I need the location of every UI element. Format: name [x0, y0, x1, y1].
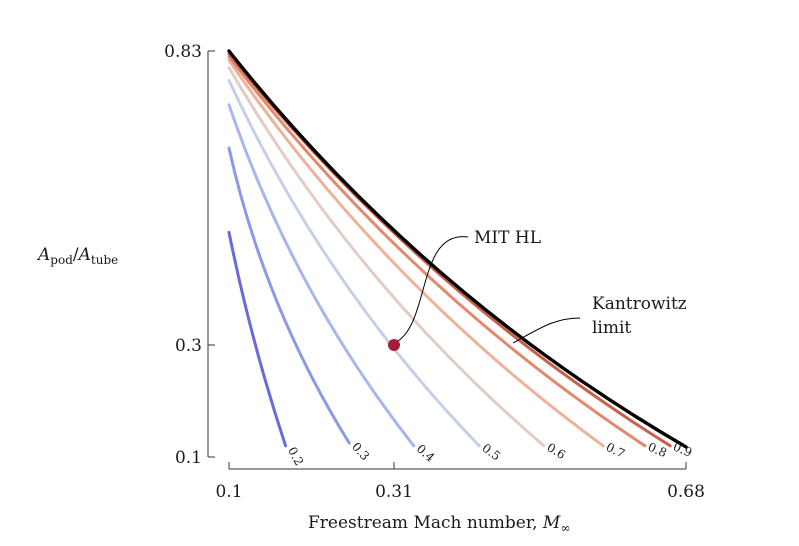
x-tick-label: 0.68	[667, 482, 705, 502]
y-axis-label: Apod/Atube	[36, 245, 118, 267]
x-axis-label-main: Freestream Mach number,	[308, 513, 543, 533]
series-line-0.3	[227, 146, 351, 445]
series-line-0.4	[227, 103, 416, 448]
series-label-0.8: 0.8	[646, 440, 669, 460]
mit-hl-point	[388, 339, 400, 351]
series-label-0.9: 0.9	[671, 440, 694, 460]
kantrowitz-label-line1: Kantrowitz	[592, 294, 687, 314]
series-label-0.4: 0.4	[414, 442, 438, 465]
y-axis-label-s1: pod	[50, 253, 73, 267]
annotations: MIT HL Kantrowitz limit	[397, 228, 687, 344]
x-axis-label-symbol: M	[542, 513, 561, 533]
kantrowitz-label-line2: limit	[592, 318, 631, 338]
series-label-0.5: 0.5	[479, 441, 503, 464]
series-line-0.8	[227, 55, 647, 448]
x-axis-label-sub: ∞	[560, 521, 570, 535]
y-axis-label-s2: tube	[91, 253, 118, 267]
series-line-0.9	[227, 52, 672, 448]
y-axis-label-slash: /	[73, 245, 79, 265]
curve-labels: 0.2 0.3 0.4 0.5 0.6 0.7 0.8 0.9	[285, 440, 694, 468]
kantrowitz-leader	[512, 317, 581, 344]
series-line-0.2	[227, 230, 288, 448]
series-label-0.6: 0.6	[544, 440, 568, 462]
series-label-0.3: 0.3	[349, 440, 372, 464]
y-axis-label-a2: A	[77, 245, 91, 265]
series-label-0.7: 0.7	[604, 440, 627, 461]
series-line-0.6	[227, 66, 546, 448]
curves	[227, 49, 688, 449]
y-tick-label: 0.3	[175, 336, 202, 356]
y-tick-label: 0.1	[175, 448, 202, 468]
y-axis-label-a1: A	[36, 245, 50, 265]
x-axis-label: Freestream Mach number, M∞	[308, 513, 570, 535]
series-line-0.7	[227, 58, 605, 448]
y-tick-label: 0.83	[164, 42, 202, 62]
axes: 0.83 0.3 0.1 0.1 0.31 0.68	[164, 42, 705, 502]
series-line-0.5	[227, 78, 481, 448]
x-tick-label: 0.31	[375, 482, 413, 502]
series-label-0.2: 0.2	[285, 445, 306, 468]
kantrowitz-limit-line	[227, 49, 688, 449]
mit-hl-label: MIT HL	[474, 228, 541, 248]
mit-hl-leader	[397, 236, 469, 342]
x-tick-label: 0.1	[215, 482, 242, 502]
